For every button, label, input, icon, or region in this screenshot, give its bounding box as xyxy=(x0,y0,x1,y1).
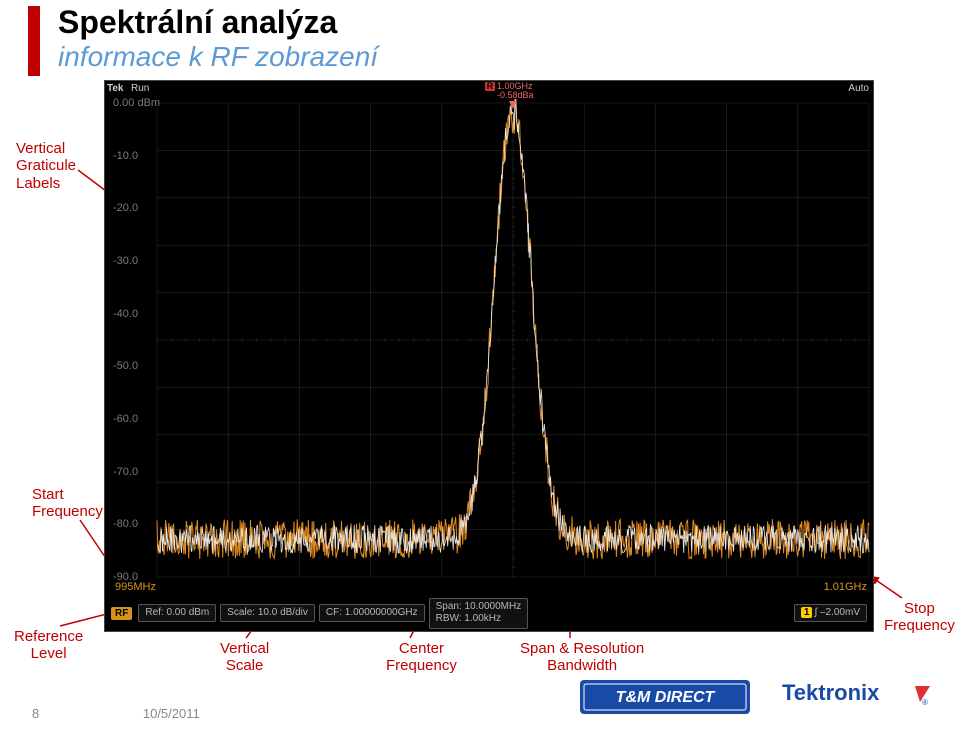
rf-badge: RF xyxy=(111,607,132,620)
marker-badge: R xyxy=(485,82,495,91)
marker-readout: R1.00GHz -0.58dBa xyxy=(485,82,534,100)
info-trigger: 1∫ –2.00mV xyxy=(794,604,867,623)
svg-text:T&M DIRECT: T&M DIRECT xyxy=(616,689,716,706)
callout-center-freq: CenterFrequency xyxy=(386,640,457,675)
scope-info-bar: RF Ref: 0.00 dBm Scale: 10.0 dB/div CF: … xyxy=(105,595,873,631)
accent-bar xyxy=(28,6,40,76)
run-status: Run xyxy=(131,83,149,94)
stop-freq-label: 1.01GHz xyxy=(824,581,867,593)
callout-stop-freq: StopFrequency xyxy=(884,600,955,635)
info-ref: Ref: 0.00 dBm xyxy=(138,604,216,623)
y-tick-label: -20.0 xyxy=(113,202,138,214)
plot-canvas xyxy=(105,99,875,595)
y-tick-label: -30.0 xyxy=(113,255,138,267)
y-tick-label: 0.00 dBm xyxy=(113,97,160,109)
callout-start-freq: StartFrequency xyxy=(32,486,103,521)
callout-ref-level: ReferenceLevel xyxy=(14,628,83,663)
callout-vertical-scale: VerticalScale xyxy=(220,640,269,675)
y-tick-label: -50.0 xyxy=(113,360,138,372)
footer-date: 10/5/2011 xyxy=(143,706,200,721)
tm-direct-logo: T&M DIRECT xyxy=(580,680,750,719)
scope-header: Tek Run R1.00GHz -0.58dBa Auto xyxy=(105,81,873,99)
page-number: 8 xyxy=(32,706,39,721)
slide-footer: 8 10/5/2011 xyxy=(32,706,200,721)
channel-badge: 1 xyxy=(801,607,813,618)
info-scale: Scale: 10.0 dB/div xyxy=(220,604,315,623)
y-tick-label: -70.0 xyxy=(113,466,138,478)
tek-logo-text: Tek xyxy=(107,83,124,94)
spectrum-plot: 0.00 dBm -10.0 -20.0 -30.0 -40.0 -50.0 -60.0 -7… xyxy=(105,99,873,595)
callout-span-rbw: Span & ResolutionBandwidth xyxy=(520,640,644,675)
page-subtitle: informace k RF zobrazení xyxy=(58,41,378,73)
start-freq-label: 995MHz xyxy=(115,581,156,593)
page-title: Spektrální analýza xyxy=(58,4,378,41)
svg-text:®: ® xyxy=(922,698,928,707)
y-tick-label: -60.0 xyxy=(113,413,138,425)
auto-status: Auto xyxy=(848,83,869,94)
svg-text:Tektronix: Tektronix xyxy=(782,680,880,705)
y-tick-label: -10.0 xyxy=(113,150,138,162)
y-tick-label: -80.0 xyxy=(113,518,138,530)
info-center-freq: CF: 1.00000000GHz xyxy=(319,604,425,623)
callout-vertical-graticule: VerticalGraticuleLabels xyxy=(16,140,76,192)
info-span-rbw: Span: 10.0000MHzRBW: 1.00kHz xyxy=(429,598,529,629)
tektronix-logo: Tektronix ® xyxy=(782,680,932,715)
title-block: Spektrální analýza informace k RF zobraz… xyxy=(58,4,378,73)
y-tick-label: -40.0 xyxy=(113,308,138,320)
spectrum-analyzer-screenshot: Tek Run R1.00GHz -0.58dBa Auto 0.00 dBm -… xyxy=(104,80,874,632)
